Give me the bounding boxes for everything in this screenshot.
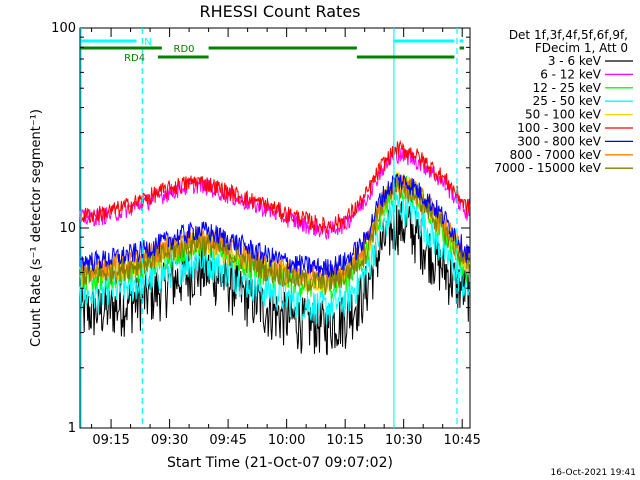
x-tick-label: 09:45 — [209, 433, 246, 448]
x-tick-label: 10:30 — [385, 433, 422, 448]
timestamp: 16-Oct-2021 19:41 — [551, 468, 636, 478]
legend-label: 3 - 6 keV — [548, 54, 602, 68]
legend-label: 25 - 50 keV — [533, 94, 602, 108]
decimation-label-rd0: RD0 — [174, 44, 195, 55]
x-tick-label: 09:30 — [151, 433, 188, 448]
legend-label: 7000 - 15000 keV — [494, 161, 601, 175]
series-line-3-6-kev — [79, 201, 471, 356]
x-axis-label: Start Time (21-Oct-07 09:07:02) — [167, 455, 393, 471]
series-line-7000-15000-kev — [79, 176, 471, 296]
chart-title: RHESSI Count Rates — [200, 2, 361, 21]
legend-layer: Det 1f,3f,4f,5f,6f,9f,FDecim 1, Att 03 -… — [494, 28, 633, 175]
series-line-300-800-kev — [79, 173, 471, 278]
legend-header: Det 1f,3f,4f,5f,6f,9f, — [509, 28, 628, 42]
y-axis-label: Count Rate (s⁻¹ detector segment⁻¹) — [29, 109, 44, 347]
x-tick-label: 10:00 — [268, 433, 305, 448]
x-tick-label: 10:15 — [326, 433, 363, 448]
x-tick-label: 10:45 — [443, 433, 480, 448]
axis-layer: 09:15 09:30 09:45 10:00 10:15 10:30 10:45 1 10 10… — [51, 21, 481, 448]
y-tick-label: 1 — [68, 421, 76, 436]
decimation-label-rd4: RD4 — [124, 53, 145, 64]
x-tick-label: 09:15 — [92, 433, 129, 448]
y-tick-label: 100 — [51, 21, 76, 36]
legend-label: 800 - 7000 keV — [510, 148, 602, 162]
series-layer — [79, 139, 471, 356]
attenuator-label: N — [144, 37, 151, 48]
legend-label: 300 - 800 keV — [517, 134, 601, 148]
legend-label: 50 - 100 keV — [525, 108, 602, 122]
y-tick-label: 10 — [59, 221, 76, 236]
legend-label: 100 - 300 keV — [517, 121, 601, 135]
legend-label: 12 - 25 keV — [533, 81, 602, 95]
series-line-100-300-kev — [79, 139, 471, 235]
legend-label: 6 - 12 keV — [540, 67, 602, 81]
annotation-layer: N RD0 RD4 — [80, 28, 465, 428]
legend-header: FDecim 1, Att 0 — [535, 41, 628, 55]
